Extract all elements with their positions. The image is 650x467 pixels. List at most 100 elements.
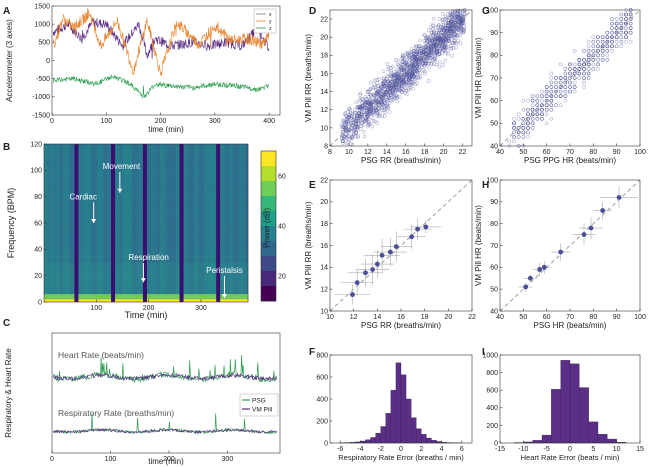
spectrogram-column (197, 144, 202, 302)
spectrogram-column (135, 144, 139, 302)
scatter-point (374, 109, 379, 113)
panel-D-xtick-label: 12 (364, 149, 372, 156)
scatter-point (521, 130, 526, 135)
scatter-point (410, 71, 415, 76)
scatter-point (456, 12, 461, 16)
scatter-point (436, 31, 441, 36)
scatter-point (346, 109, 350, 114)
scatter-point (343, 126, 348, 131)
scatter-point (394, 73, 398, 77)
histogram-bar (395, 362, 402, 444)
scatter-point (462, 28, 466, 32)
identity-line (329, 9, 473, 147)
scatter-point (413, 77, 417, 82)
scatter-point (407, 78, 411, 82)
panel-H-xtick-label: 60 (543, 314, 551, 321)
scatter-point (535, 107, 540, 112)
scatter-point (450, 34, 454, 38)
scatter-point (430, 61, 434, 66)
panel-D-ytick-label: 10 (320, 125, 328, 132)
scatter-point (624, 35, 628, 39)
scatter-point (367, 122, 371, 126)
scatter-point (344, 141, 349, 146)
scatter-point (444, 23, 449, 28)
scatter-point (389, 88, 394, 93)
scatter-point (526, 130, 530, 135)
scatter-point (540, 107, 544, 112)
scatter-point (360, 120, 365, 125)
scatter-point (372, 85, 376, 90)
scatter-point (582, 67, 586, 71)
spectrogram-column (210, 144, 214, 302)
histogram-bar (551, 389, 561, 444)
data-gap (111, 144, 116, 302)
scatter-point (368, 87, 373, 92)
scatter-point (437, 44, 441, 49)
scatter-point (399, 66, 404, 71)
scatter-point (415, 47, 420, 52)
scatter-point (454, 45, 458, 50)
scatter-point (458, 33, 462, 38)
scatter-point (390, 75, 394, 79)
scatter-point (396, 63, 401, 67)
scatter-point (354, 100, 359, 105)
spectrogram-column (116, 144, 120, 302)
scatter-point (382, 103, 386, 108)
scatter-point (544, 112, 549, 117)
scatter-point (445, 29, 450, 33)
scatter-point (380, 82, 385, 86)
panel-a-xtick-label: 0 (50, 118, 54, 125)
scatter-point (415, 81, 420, 85)
spectrogram-column (194, 144, 199, 302)
scatter-point (429, 40, 433, 45)
scatter-point (572, 85, 577, 89)
scatter-point (377, 114, 382, 119)
histogram-bar (365, 439, 371, 444)
panel-F-xtick-label: 2 (419, 446, 423, 453)
scatter-point (401, 87, 405, 92)
panel-G-ytick-label: 60 (490, 98, 498, 105)
spectrogram-column (150, 144, 155, 302)
scatter-point (446, 27, 451, 31)
scatter-point (423, 61, 427, 66)
panel-E-ylabel: VM Pill RR (breaths/min) (304, 201, 313, 289)
scatter-point (558, 94, 563, 98)
colorbar-tick-label: 60 (278, 173, 286, 180)
scatter-point (352, 117, 357, 121)
spectrogram-column (100, 144, 104, 302)
scatter-point (450, 24, 455, 29)
scatter-point (395, 99, 400, 104)
scatter-point (406, 63, 411, 67)
scatter-point (426, 79, 431, 83)
panel-I-xtick-label: 15 (636, 446, 644, 453)
spectrogram-column (50, 144, 54, 302)
scatter-point (460, 28, 465, 32)
panel-D-xtick-label: 20 (440, 149, 448, 156)
scatter-point (600, 58, 605, 62)
scatter-point (563, 89, 568, 94)
panel-E-xtick-label: 10 (326, 314, 334, 321)
scatter-point (389, 98, 393, 103)
colorbar-segment (261, 211, 276, 227)
scatter-point (409, 57, 414, 61)
scatter-point (382, 108, 386, 113)
legend-label-x: x (269, 12, 272, 18)
spectrogram-column (78, 144, 82, 302)
scatter-point (400, 71, 404, 75)
panel-a-xtick-label: 400 (263, 118, 275, 125)
scatter-point (400, 79, 404, 84)
scatter-point (624, 26, 628, 30)
scatter-point (433, 57, 437, 61)
data-gap (74, 144, 79, 302)
panel-G-ytick-label: 40 (490, 143, 498, 150)
scatter-point (434, 42, 439, 47)
scatter-point (423, 60, 428, 64)
scatter-point (452, 39, 457, 43)
data-gap (216, 144, 221, 302)
scatter-point (572, 71, 577, 76)
scatter-point (381, 102, 385, 107)
panel-G-ytick-label: 90 (490, 30, 498, 37)
scatter-point (415, 69, 419, 73)
panel-E-xlabel: PSG RR (breaths/min) (361, 321, 441, 330)
scatter-point (363, 119, 367, 123)
